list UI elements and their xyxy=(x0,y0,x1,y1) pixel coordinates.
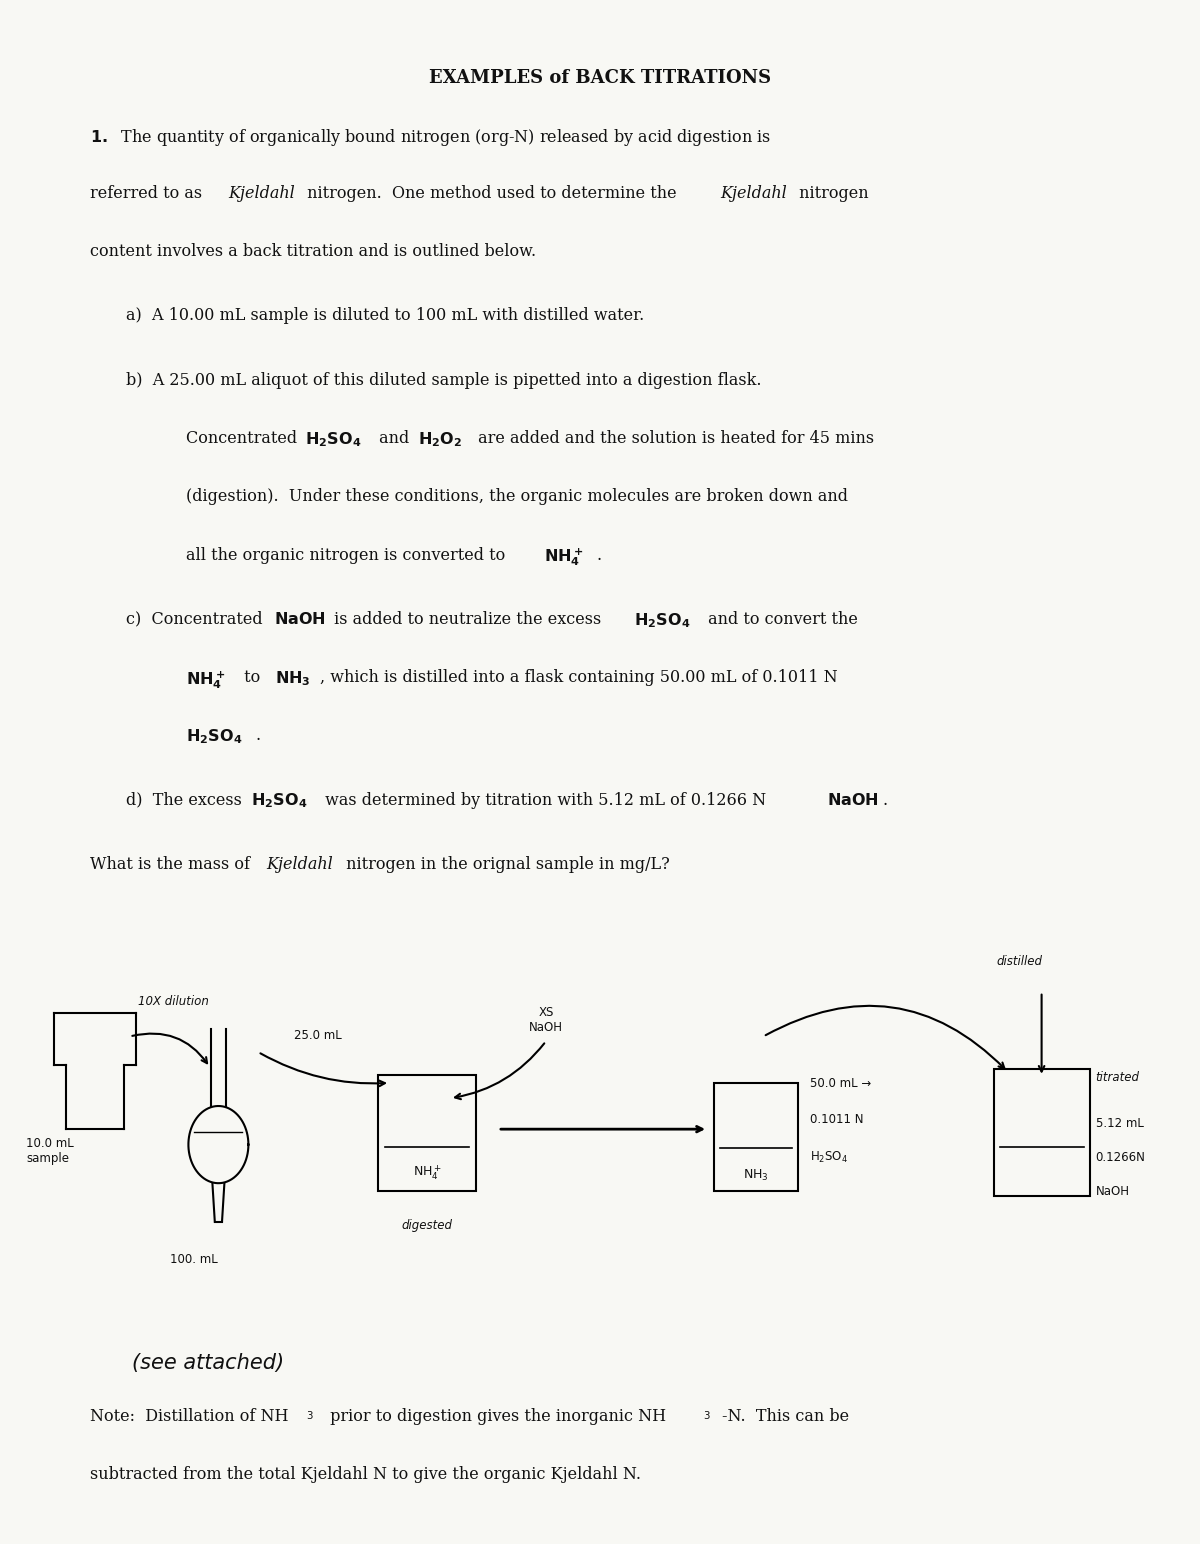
Text: is added to neutralize the excess: is added to neutralize the excess xyxy=(329,611,606,628)
Text: 25.0 mL: 25.0 mL xyxy=(294,1028,342,1042)
Text: nitrogen.  One method used to determine the: nitrogen. One method used to determine t… xyxy=(302,185,682,202)
Text: $\mathbf{H_2SO_4}$: $\mathbf{H_2SO_4}$ xyxy=(634,611,690,630)
Text: subtracted from the total Kjeldahl N to give the organic Kjeldahl N.: subtracted from the total Kjeldahl N to … xyxy=(90,1467,641,1484)
Text: c)  Concentrated: c) Concentrated xyxy=(126,611,268,628)
Text: Concentrated: Concentrated xyxy=(186,429,302,446)
Text: $\mathbf{1.}$  The quantity of organically bound nitrogen (org-N) released by ac: $\mathbf{1.}$ The quantity of organicall… xyxy=(90,127,770,148)
Bar xyxy=(714,1082,798,1190)
Text: $\mathbf{H_2SO_4}$: $\mathbf{H_2SO_4}$ xyxy=(251,792,307,811)
Text: Note:  Distillation of NH: Note: Distillation of NH xyxy=(90,1408,288,1425)
Text: $\mathbf{NaOH}$: $\mathbf{NaOH}$ xyxy=(827,792,878,809)
Text: and to convert the: and to convert the xyxy=(703,611,858,628)
Text: .: . xyxy=(882,792,887,809)
Text: 10.0 mL
sample: 10.0 mL sample xyxy=(26,1136,74,1164)
Text: 100. mL: 100. mL xyxy=(170,1252,218,1266)
Text: $\mathbf{NH_4^+}$: $\mathbf{NH_4^+}$ xyxy=(186,669,226,690)
Text: , which is distilled into a flask containing 50.00 mL of 0.1011 N: , which is distilled into a flask contai… xyxy=(320,669,838,686)
Text: digested: digested xyxy=(402,1218,452,1232)
Text: distilled: distilled xyxy=(996,954,1042,968)
Text: $\mathbf{H_2O_2}$: $\mathbf{H_2O_2}$ xyxy=(418,429,462,449)
Text: NaOH: NaOH xyxy=(1096,1186,1129,1198)
Text: 0.1011 N: 0.1011 N xyxy=(810,1113,864,1126)
Text: Kjeldahl: Kjeldahl xyxy=(266,855,334,872)
Text: $\mathrm{NH_4^+}$: $\mathrm{NH_4^+}$ xyxy=(413,1163,442,1181)
Text: .: . xyxy=(256,727,260,744)
Text: all the organic nitrogen is converted to: all the organic nitrogen is converted to xyxy=(186,547,510,564)
Text: $\mathrm{NH_3}$: $\mathrm{NH_3}$ xyxy=(743,1167,769,1183)
Text: (see attached): (see attached) xyxy=(132,1353,284,1373)
Text: was determined by titration with 5.12 mL of 0.1266 N: was determined by titration with 5.12 mL… xyxy=(320,792,772,809)
Text: b)  A 25.00 mL aliquot of this diluted sample is pipetted into a digestion flask: b) A 25.00 mL aliquot of this diluted sa… xyxy=(126,372,762,389)
Text: $_3$: $_3$ xyxy=(306,1408,313,1422)
Text: 10X dilution: 10X dilution xyxy=(138,994,209,1008)
Text: 0.1266N: 0.1266N xyxy=(1096,1152,1146,1164)
Text: -N.  This can be: -N. This can be xyxy=(722,1408,850,1425)
Text: nitrogen: nitrogen xyxy=(794,185,869,202)
Text: What is the mass of: What is the mass of xyxy=(90,855,256,872)
Text: $\mathbf{H_2SO_4}$: $\mathbf{H_2SO_4}$ xyxy=(186,727,242,746)
Text: referred to as: referred to as xyxy=(90,185,208,202)
Bar xyxy=(378,1075,476,1190)
Text: 50.0 mL →: 50.0 mL → xyxy=(810,1078,871,1090)
Text: XS
NaOH: XS NaOH xyxy=(529,1005,563,1033)
Text: $\mathrm{H_2SO_4}$: $\mathrm{H_2SO_4}$ xyxy=(810,1150,848,1164)
Text: $\mathbf{NH_4^+}$: $\mathbf{NH_4^+}$ xyxy=(544,547,583,568)
Text: EXAMPLES of BACK TITRATIONS: EXAMPLES of BACK TITRATIONS xyxy=(428,69,772,88)
Text: (digestion).  Under these conditions, the organic molecules are broken down and: (digestion). Under these conditions, the… xyxy=(186,488,848,505)
Text: $\mathbf{H_2SO_4}$: $\mathbf{H_2SO_4}$ xyxy=(305,429,361,449)
Text: are added and the solution is heated for 45 mins: are added and the solution is heated for… xyxy=(473,429,874,446)
Text: $_3$: $_3$ xyxy=(703,1408,710,1422)
Text: content involves a back titration and is outlined below.: content involves a back titration and is… xyxy=(90,244,536,261)
Text: a)  A 10.00 mL sample is diluted to 100 mL with distilled water.: a) A 10.00 mL sample is diluted to 100 m… xyxy=(126,307,644,324)
Text: and: and xyxy=(374,429,415,446)
Text: Kjeldahl: Kjeldahl xyxy=(720,185,787,202)
Text: $\mathbf{NaOH}$: $\mathbf{NaOH}$ xyxy=(274,611,325,628)
Text: .: . xyxy=(596,547,601,564)
Text: prior to digestion gives the inorganic NH: prior to digestion gives the inorganic N… xyxy=(325,1408,666,1425)
Text: 5.12 mL: 5.12 mL xyxy=(1096,1116,1144,1130)
Text: titrated: titrated xyxy=(1096,1072,1140,1084)
Text: to: to xyxy=(239,669,265,686)
Text: nitrogen in the orignal sample in mg/L?: nitrogen in the orignal sample in mg/L? xyxy=(341,855,670,872)
Text: Kjeldahl: Kjeldahl xyxy=(228,185,295,202)
Text: d)  The excess: d) The excess xyxy=(126,792,247,809)
Text: $\mathbf{NH_3}$: $\mathbf{NH_3}$ xyxy=(275,669,311,687)
Bar xyxy=(994,1068,1090,1195)
